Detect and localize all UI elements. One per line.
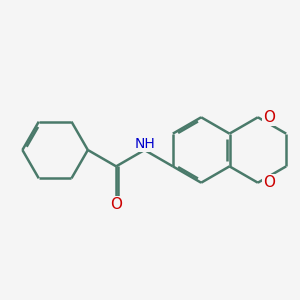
Text: NH: NH bbox=[134, 137, 155, 151]
Text: O: O bbox=[263, 110, 275, 125]
Text: O: O bbox=[110, 197, 122, 212]
Text: O: O bbox=[263, 175, 275, 190]
